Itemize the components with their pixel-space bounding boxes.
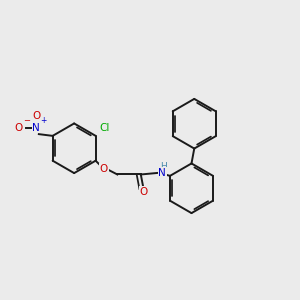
Text: H: H (160, 162, 167, 171)
Text: N: N (32, 123, 40, 133)
Text: O: O (32, 111, 40, 121)
Text: O: O (15, 123, 23, 133)
Text: −: − (23, 116, 30, 125)
Text: Cl: Cl (99, 123, 110, 133)
Text: N: N (158, 168, 166, 178)
Text: O: O (140, 187, 148, 197)
Text: +: + (40, 116, 47, 125)
Text: O: O (100, 164, 108, 174)
